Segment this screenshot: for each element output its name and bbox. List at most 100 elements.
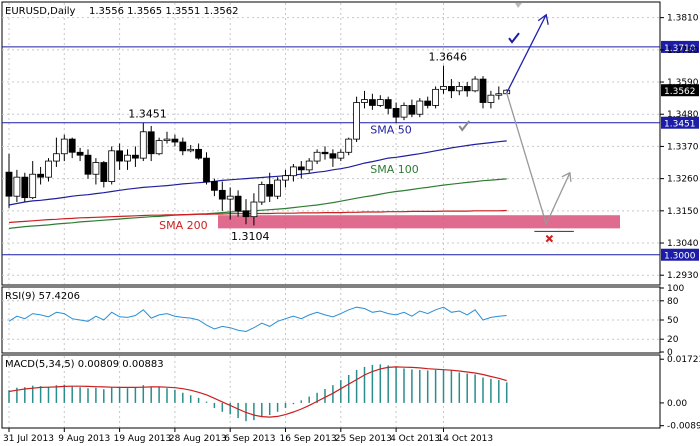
candle-bear xyxy=(203,157,210,182)
rsi-y-tick-label: 0 xyxy=(667,348,673,358)
candle-bull xyxy=(471,78,479,92)
candle-bear xyxy=(408,105,416,115)
macd-panel-title: MACD(5,34,5) 0.00809 0.00883 xyxy=(5,359,164,370)
candle-bear xyxy=(218,189,226,200)
level-price-label: 1.3000 xyxy=(664,252,696,262)
sma-label: SMA 50 xyxy=(370,123,412,136)
macd-y-tick-label: 0.01723 xyxy=(667,355,700,365)
candle-bull xyxy=(258,184,266,203)
candle-bear xyxy=(171,138,179,143)
rsi-y-tick-label: 100 xyxy=(667,284,684,294)
candle-bear xyxy=(329,153,337,159)
level-price-tag xyxy=(661,248,699,261)
candle-bear xyxy=(321,151,329,155)
candle-bull xyxy=(282,175,289,181)
candle-bear xyxy=(210,181,218,191)
x-tick-label: 16 Sep 2013 xyxy=(280,434,337,444)
price-y-tick-label: 1.3040 xyxy=(667,239,699,249)
candle-bear xyxy=(100,162,108,182)
candle-bull xyxy=(353,102,361,140)
sma-line-sma-50 xyxy=(8,140,507,206)
level-price-tag xyxy=(661,40,699,53)
candle-bull xyxy=(416,100,424,115)
sma-label: SMA 200 xyxy=(159,219,208,232)
x-tick-label: 14 Oct 2013 xyxy=(438,434,494,444)
candle-bull xyxy=(440,86,447,90)
candle-bear xyxy=(368,99,376,106)
x-tick-label: 31 Jul 2013 xyxy=(3,434,54,444)
sma-line-sma-200 xyxy=(8,209,507,224)
forecast-down-arrow xyxy=(506,92,571,226)
candle-bull xyxy=(400,105,408,118)
candle-bear xyxy=(479,78,487,103)
macd-y-tick-label: 0.00 xyxy=(667,399,687,409)
x-tick-label: 19 Aug 2013 xyxy=(114,434,172,444)
rsi-y-tick-label: 50 xyxy=(667,316,679,326)
price-panel-title: EURUSD,Daily xyxy=(5,6,76,17)
candle-bull xyxy=(313,151,321,162)
level-price-tag xyxy=(661,116,699,129)
candle-bull xyxy=(376,99,384,106)
candle-bear xyxy=(447,86,455,92)
candle-bull xyxy=(345,138,353,153)
candle-bear xyxy=(242,210,250,218)
candle-bull xyxy=(487,94,495,103)
candle-bull xyxy=(29,173,37,199)
rsi-y-tick-label: 20 xyxy=(667,335,679,345)
candle-bull xyxy=(139,131,147,159)
candle-bull xyxy=(432,88,440,106)
candle-bear xyxy=(21,176,29,199)
price-y-tick-label: 1.3700 xyxy=(667,46,699,56)
candle-bear xyxy=(234,195,242,212)
candle-bull xyxy=(13,176,21,197)
candle-bull xyxy=(60,138,68,155)
candle-bear xyxy=(266,184,274,197)
candle-bear xyxy=(5,171,13,197)
macd-signal-line xyxy=(8,366,507,418)
candle-bear xyxy=(463,86,471,92)
price-y-tick-label: 1.2930 xyxy=(667,271,699,281)
price-annotation: 1.3451 xyxy=(128,108,167,121)
price-annotation: 1.3646 xyxy=(429,51,468,64)
last-price-label: 1.3562 xyxy=(664,87,696,97)
candle-bear xyxy=(116,150,123,162)
sma-line-sma-100 xyxy=(8,178,507,229)
candle-bull xyxy=(155,140,163,155)
rsi-line xyxy=(8,306,507,333)
candle-bear xyxy=(297,166,305,171)
x-tick-label: 9 Aug 2013 xyxy=(58,434,110,444)
sma-label: SMA 100 xyxy=(370,163,419,176)
x-tick-label: 6 Sep 2013 xyxy=(224,434,275,444)
candle-bull xyxy=(337,151,345,159)
checkmark-icon xyxy=(458,120,471,132)
candle-bull xyxy=(455,86,463,92)
candle-bull xyxy=(108,150,116,182)
candle-bull xyxy=(45,160,52,178)
price-y-tick-label: 1.3590 xyxy=(667,78,699,88)
candle-bear xyxy=(37,173,44,178)
candle-bear xyxy=(179,141,187,152)
candle-bull xyxy=(187,148,195,152)
candle-bull xyxy=(163,138,171,141)
candle-bear xyxy=(147,131,155,155)
forecast-down-arrowhead xyxy=(561,171,572,182)
candle-bear xyxy=(384,99,392,109)
last-price-tag xyxy=(661,84,699,97)
level-price-label: 1.3451 xyxy=(664,120,696,130)
price-y-tick-label: 1.3150 xyxy=(667,207,699,217)
price-y-tick-label: 1.3370 xyxy=(667,142,699,152)
candle-bull xyxy=(92,162,100,175)
price-y-tick-label: 1.3810 xyxy=(667,14,699,24)
candle-bear xyxy=(131,154,139,159)
candle-bear xyxy=(76,151,84,156)
candle-bear xyxy=(84,154,92,175)
checkmark-icon xyxy=(508,32,520,44)
macd-panel-frame xyxy=(1,354,661,429)
candle-bear xyxy=(68,138,76,153)
candle-bull xyxy=(53,153,60,162)
candle-bull xyxy=(250,201,258,218)
price-annotation: 1.3104 xyxy=(231,230,270,243)
x-tick-label: 28 Aug 2013 xyxy=(169,434,227,444)
